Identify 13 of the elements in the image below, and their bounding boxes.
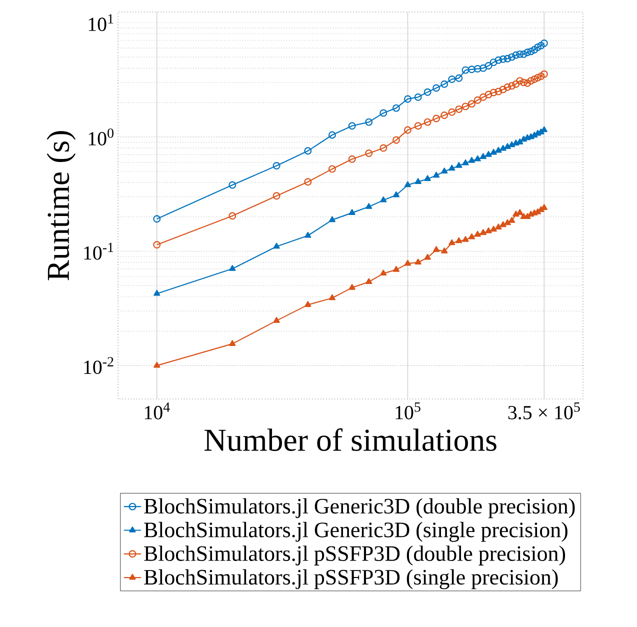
- legend-label: BlochSimulators.jl Generic3D (double precision): [144, 498, 575, 518]
- y-tick-label: 10$^{-2}$: [84, 357, 114, 374]
- legend-label: BlochSimulators.jl Generic3D (single precision): [144, 522, 568, 542]
- x-axis-title: Number of simulations: [204, 428, 496, 452]
- y-tick-label: 10$^{1}$: [88, 14, 114, 32]
- x-tick-label: 10$^{5}$: [396, 402, 420, 420]
- y-axis-title: Runtime (s): [46, 131, 76, 280]
- y-tick-label: 10$^{0}$: [88, 128, 114, 146]
- x-tick-label: 10$^{4}$: [144, 402, 170, 420]
- x-tick-label: 3.5 × 10$^{5}$: [508, 402, 580, 420]
- legend-label: BlochSimulators.jl pSSFP3D (double precision): [144, 546, 566, 566]
- y-tick-label: 10$^{-1}$: [84, 242, 114, 260]
- legend-label: BlochSimulators.jl pSSFP3D (single precision): [144, 569, 558, 590]
